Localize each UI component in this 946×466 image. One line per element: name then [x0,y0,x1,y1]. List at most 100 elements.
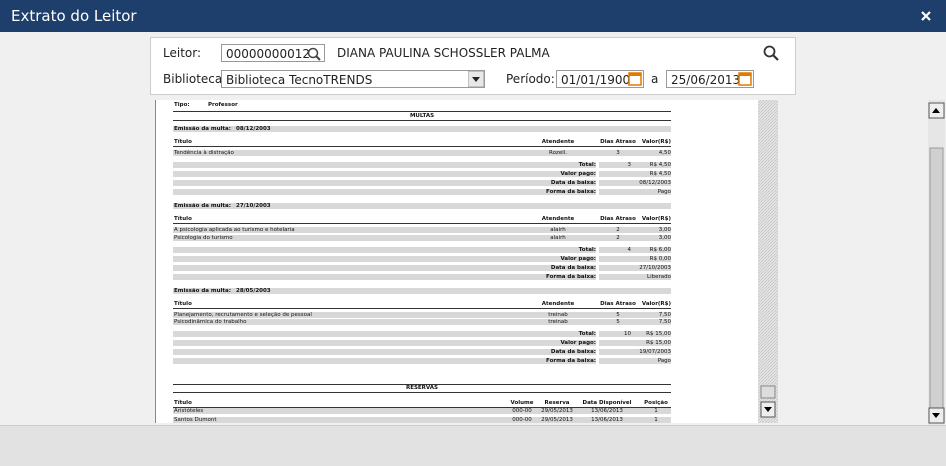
row-shade [173,287,671,294]
total-days: 10 [624,331,631,337]
summary-value: R$ 15,00 [646,331,671,337]
row-shade [173,180,596,186]
footer-bar [0,425,946,466]
cell: alairh [550,227,566,233]
column-header: Data Disponível [582,400,632,406]
close-button[interactable] [920,10,932,22]
filter-panel: Leitor: 00000000012 DIANA PAULINA SCHOSS… [150,37,796,95]
row-shade [173,189,596,195]
row-shade [173,126,671,132]
emission-date: 28/05/2003 [236,287,271,294]
column-header: Título [174,139,192,145]
summary-value: Pago [657,358,671,364]
summary-label: Data da baixa: [550,264,596,271]
summary-value: R$ 6,00 [649,246,671,253]
cell: Planejamento, recrutamento e seleção de … [174,311,312,318]
summary-label: Data da baixa: [550,180,596,186]
row-shade [599,349,671,355]
leitor-code-input[interactable]: 00000000012 [221,44,325,62]
row-shade [173,311,671,318]
biblioteca-label: Biblioteca: [163,72,227,86]
emission-date: 08/12/2003 [236,126,271,132]
section-title: RESERVAS [405,385,439,391]
row-shade [599,162,671,168]
summary-label: Valor pago: [560,255,596,262]
cell: 29/05/2013 [541,408,573,414]
cell: treinab [548,311,568,318]
periodo-label: Período: [506,72,555,86]
rule [173,111,671,112]
emission-label: Emissão da multa: [174,126,231,132]
column-header: Atendente [541,216,575,222]
cell: 1 [654,417,658,423]
emission-label: Emissão da multa: [174,287,231,294]
rule [173,223,671,224]
cell: Psicologia do turismo [174,234,233,241]
row-shade [173,358,596,364]
window-title: Extrato do Leitor [11,7,137,25]
row-shade [173,264,596,271]
cell: Aristóteles [174,408,204,414]
row-shade [599,189,671,195]
column-header: Valor(R$) [641,300,671,307]
rule [173,120,671,121]
row-shade [173,349,596,355]
row-shade [599,340,671,346]
main-scrollbar[interactable] [928,100,945,425]
cell: 2 [616,227,620,233]
row-shade [173,331,596,337]
search-button[interactable] [763,45,779,61]
cell: 3,00 [658,234,671,241]
summary-value: Liberado [647,273,671,280]
report-scrollbar[interactable] [758,100,778,423]
date-from-input[interactable]: 01/01/1900 [556,70,644,88]
summary-label: Valor pago: [560,171,596,177]
row-shade [599,246,671,253]
column-header: Reserva [544,400,570,406]
title-bar: Extrato do Leitor [0,0,946,32]
biblioteca-select[interactable]: Biblioteca TecnoTRENDS [221,70,485,88]
summary-label: Forma da baixa: [546,189,596,195]
cell: treinab [548,319,568,325]
date-to-input[interactable]: 25/06/2013 [666,70,754,88]
total-days: 3 [627,162,632,168]
cell: 2 [616,234,620,241]
column-header: Título [174,216,192,222]
cell: A psicologia aplicada ao turismo e hotel… [174,227,295,233]
rule [173,384,671,385]
summary-label: Forma da baixa: [546,273,596,280]
summary-label: Valor pago: [560,340,596,346]
rule [173,146,671,147]
summary-value: R$ 4,50 [649,171,671,177]
cell: 4,50 [658,150,671,156]
summary-value: R$ 0,00 [649,255,671,262]
date-separator: a [651,72,659,86]
cell: 13/06/2013 [591,417,623,423]
report-page: Tipo: Professor MULTAS Emissão da multa: 08/… [155,100,759,423]
tipo-value: Professor [208,102,238,108]
calendar-icon[interactable] [738,71,752,86]
column-header: Valor(R$) [641,216,671,222]
summary-label: Forma da baixa: [546,358,596,364]
row-shade [173,408,671,414]
summary-value: 08/12/2003 [639,180,671,186]
leitor-name: DIANA PAULINA SCHOSSLER PALMA [337,46,550,60]
emission-label: Emissão da multa: [174,203,231,209]
rule [173,307,671,309]
dropdown-arrow[interactable] [468,71,484,87]
column-header: Atendente [541,139,575,145]
row-shade [173,227,671,233]
summary-label: Total: [578,162,596,168]
rule [173,392,671,393]
lookup-icon[interactable] [306,47,322,61]
leitor-label: Leitor: [163,46,202,60]
cell: 7,50 [658,311,671,318]
row-shade [599,264,671,271]
row-shade [173,273,596,280]
calendar-icon[interactable] [628,71,642,86]
row-shade [599,171,671,177]
cell: 1 [654,408,658,414]
row-shade [599,255,671,262]
cell: 13/06/2013 [591,408,623,414]
